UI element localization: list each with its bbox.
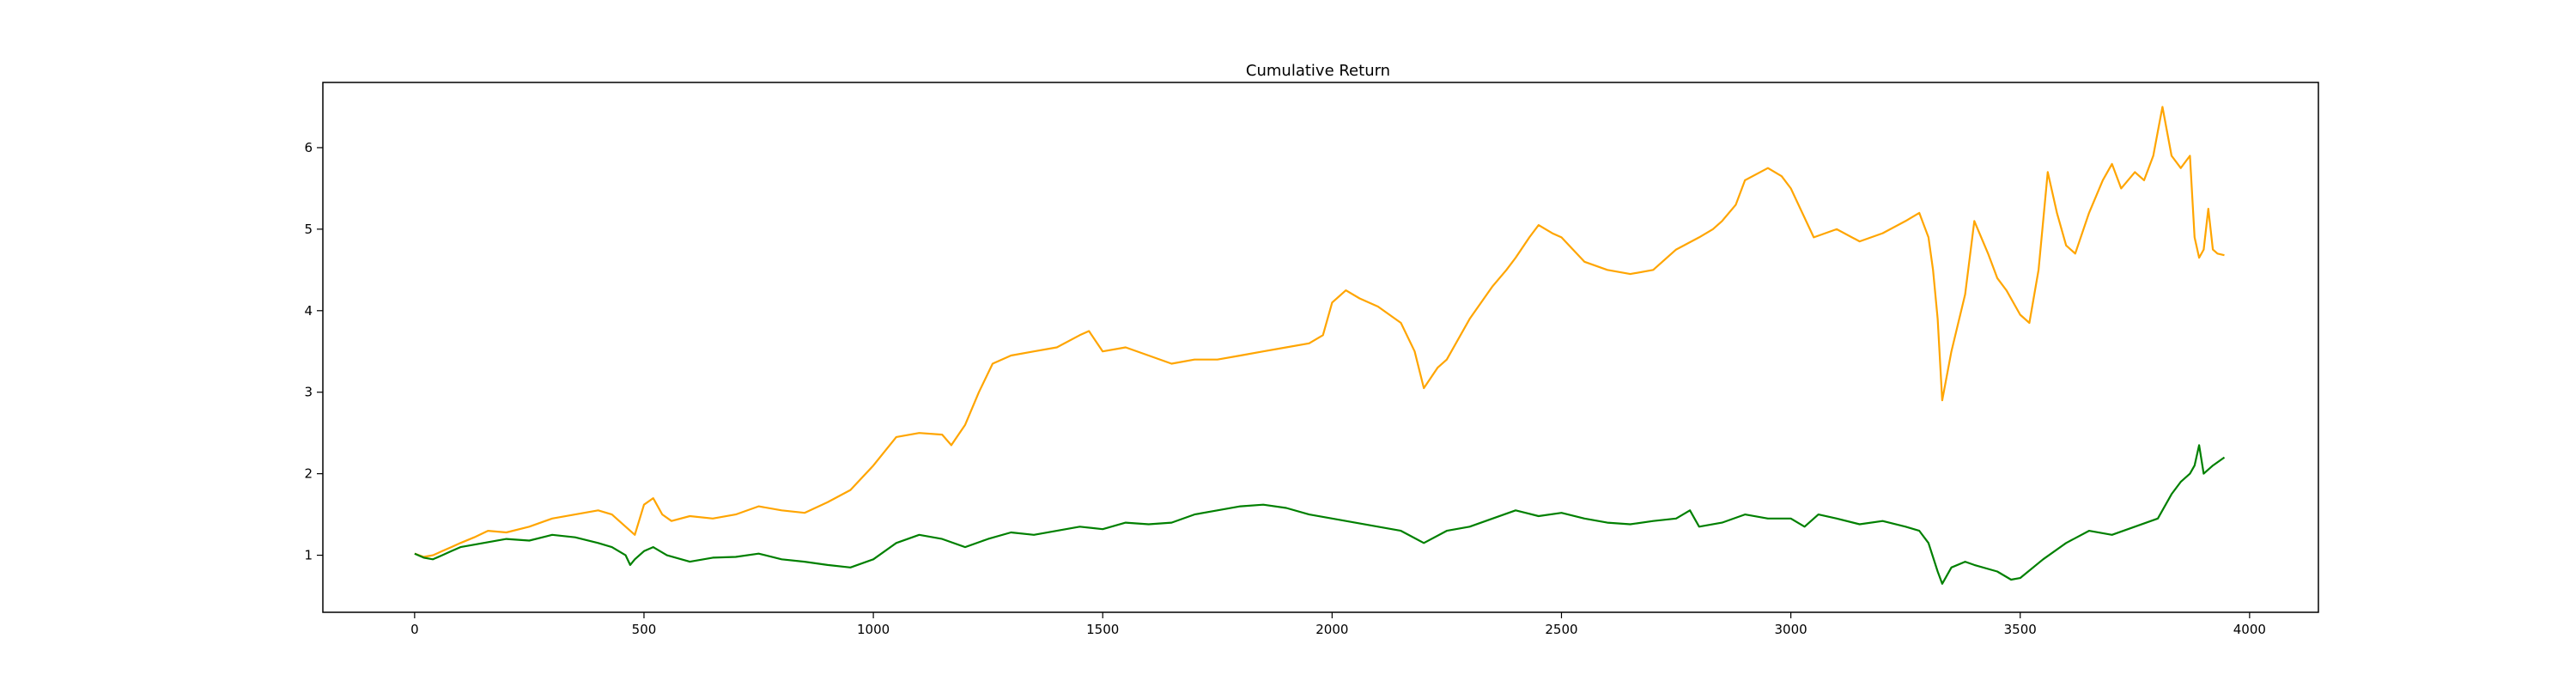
x-tick-label: 500 xyxy=(632,622,657,637)
x-tick-label: 3500 xyxy=(2004,622,2037,637)
y-tick-label: 2 xyxy=(304,466,313,482)
axes-layer: 0 500 1000 1500 2000 2500 3000 3500 4000 1 2 3 4 5 6 xyxy=(304,140,2266,637)
chart-title: Cumulative Return xyxy=(1246,62,1390,80)
x-tick-label: 1000 xyxy=(857,622,890,637)
series-line-0 xyxy=(414,106,2225,558)
x-tick-label: 2000 xyxy=(1315,622,1348,637)
x-tick-label: 3000 xyxy=(1775,622,1807,637)
x-tick-label: 0 xyxy=(410,622,419,637)
x-tick-label: 1500 xyxy=(1086,622,1119,637)
x-tick-label: 4000 xyxy=(2233,622,2266,637)
y-tick-label: 5 xyxy=(304,222,313,237)
x-tick-label: 2500 xyxy=(1545,622,1577,637)
y-tick-label: 3 xyxy=(304,385,313,400)
y-tick-label: 4 xyxy=(304,303,313,319)
y-tick-label: 6 xyxy=(304,140,313,155)
series-line-1 xyxy=(414,444,2226,585)
y-tick-label: 1 xyxy=(304,548,313,563)
series-layer xyxy=(414,106,2226,585)
plot-frame xyxy=(322,82,2319,613)
